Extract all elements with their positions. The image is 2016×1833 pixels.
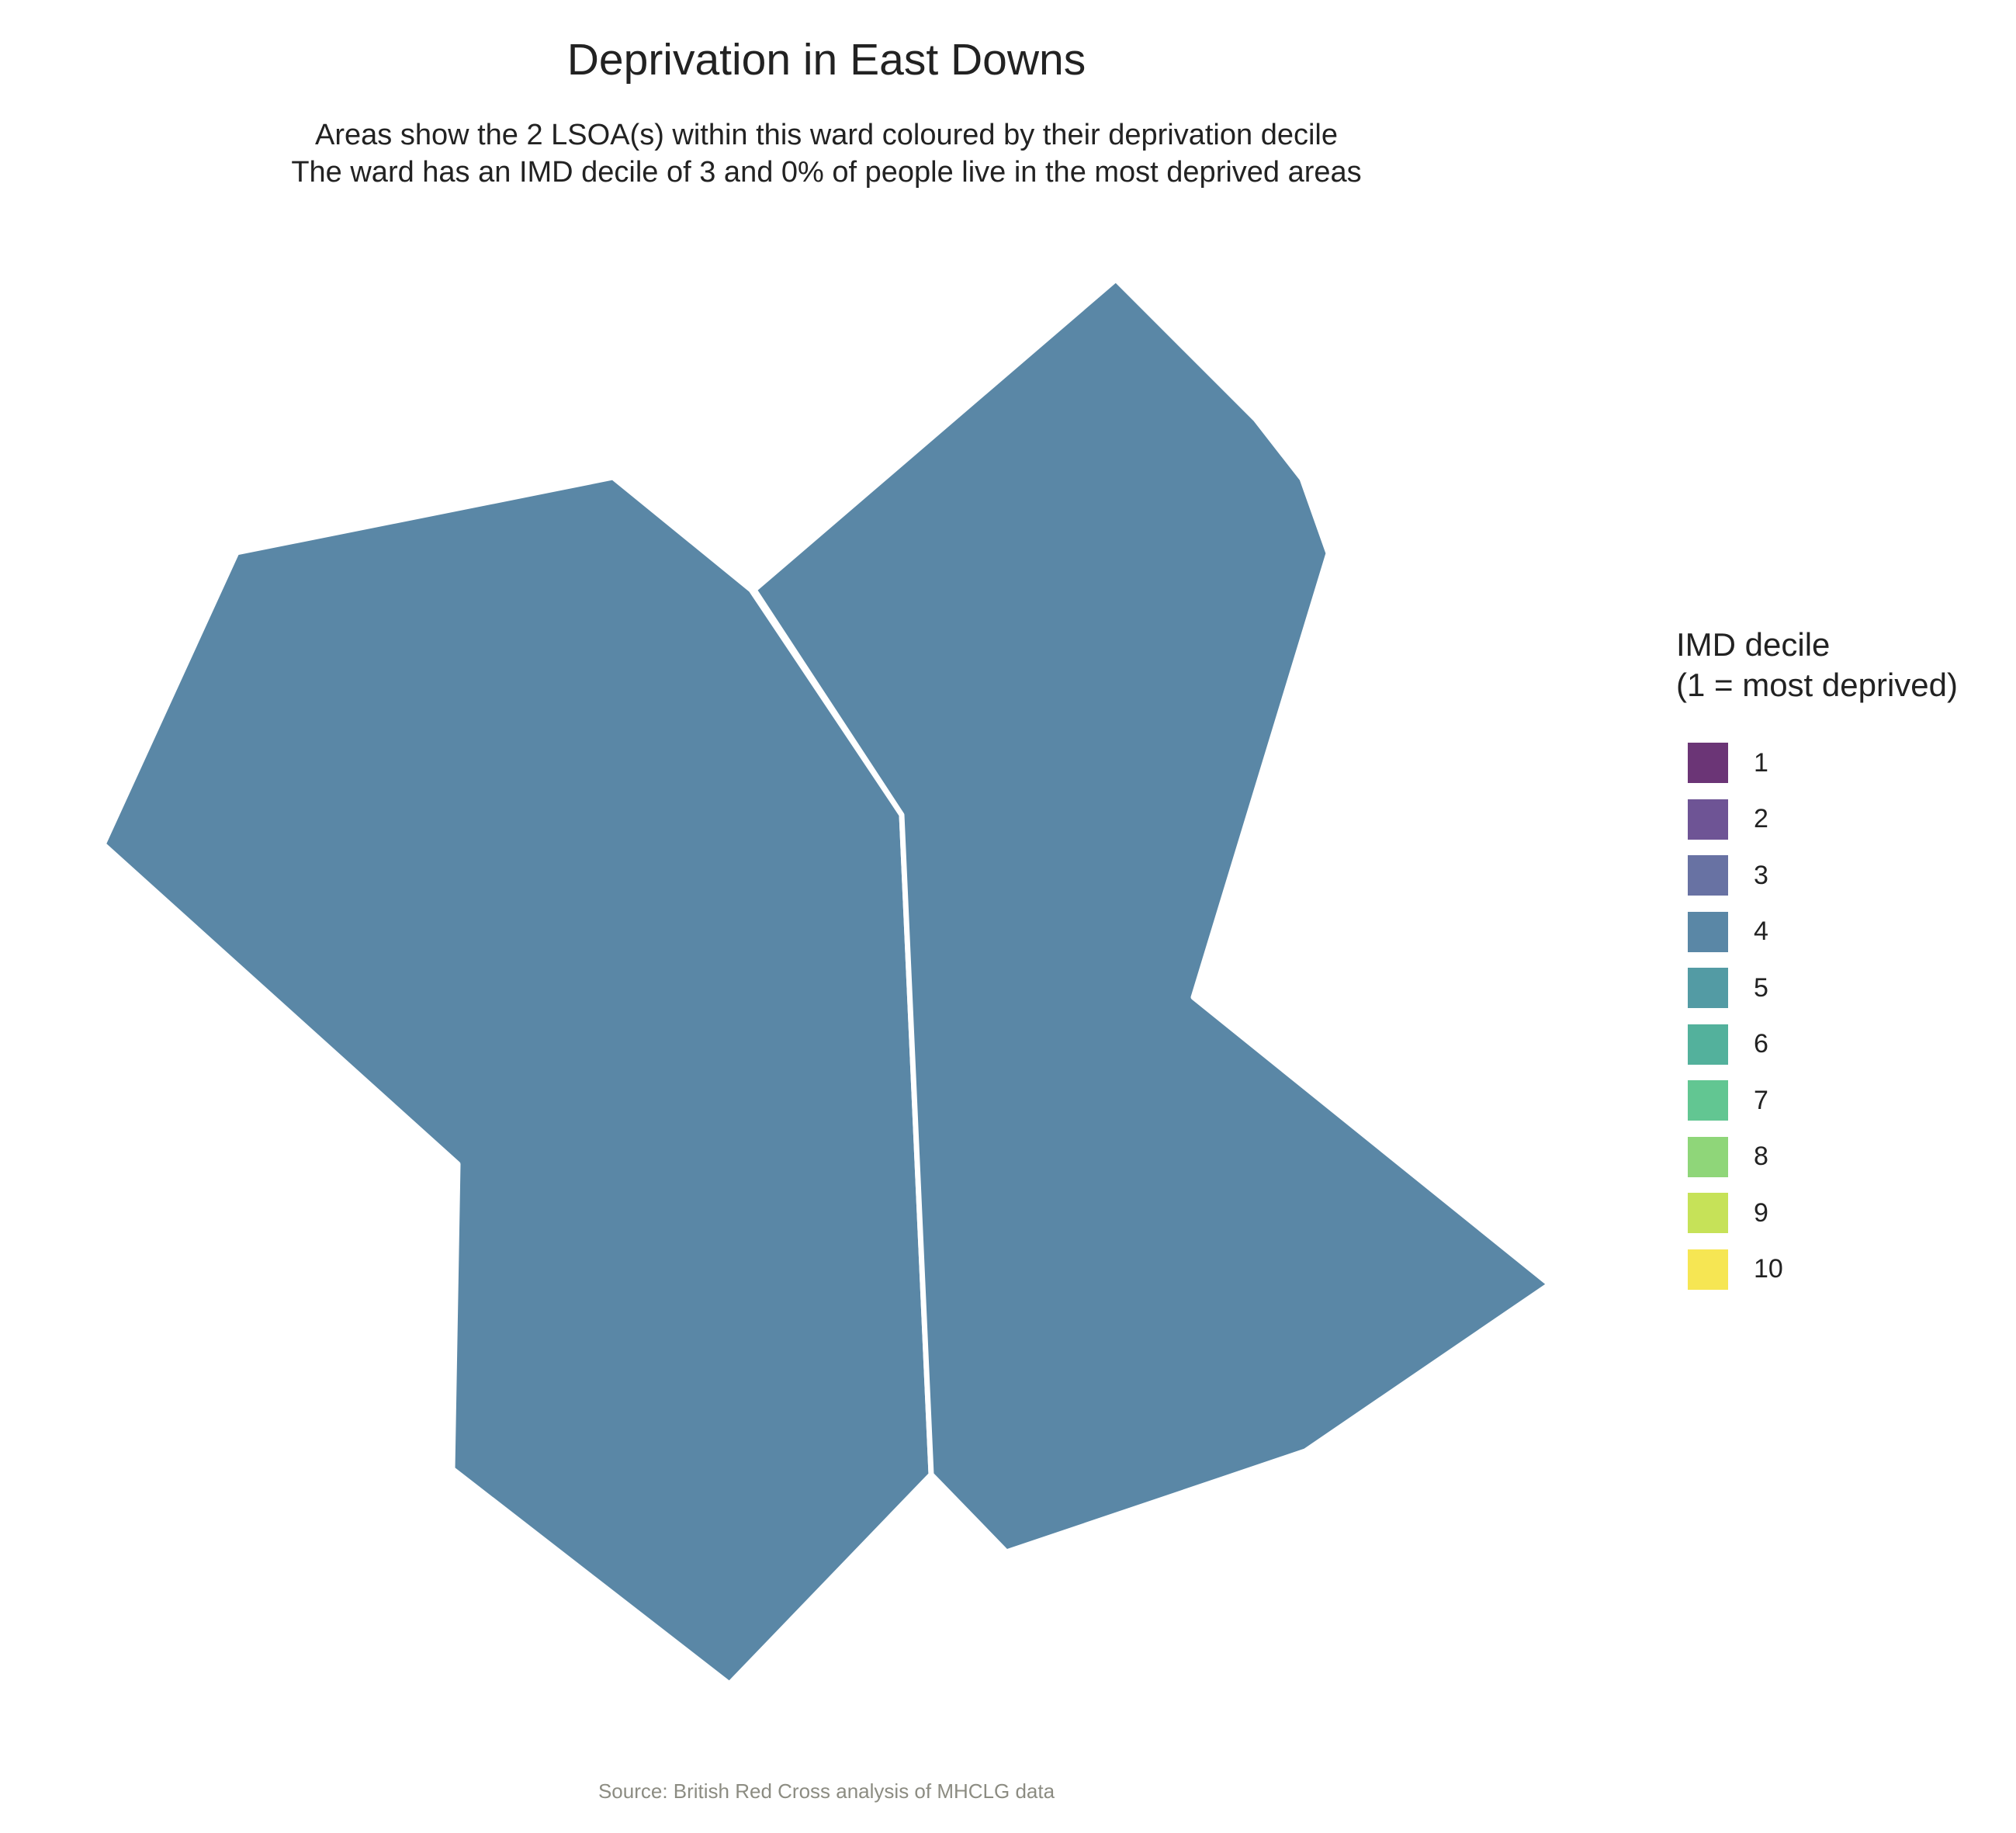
legend-items: 1 2 3 4 5 6 7 8 9 10 — [1676, 735, 2002, 1298]
legend-item-3: 3 — [1676, 847, 2002, 904]
legend-item-4: 4 — [1676, 904, 2002, 961]
legend: IMD decile (1 = most deprived) 1 2 3 4 5 6 7 8 9… — [1676, 625, 2002, 1298]
legend-label: 7 — [1754, 1085, 1768, 1115]
legend-label: 8 — [1754, 1142, 1768, 1172]
legend-swatch — [1688, 1080, 1728, 1121]
legend-swatch — [1688, 1136, 1728, 1177]
legend-title-line-2: (1 = most deprived) — [1676, 667, 1958, 703]
legend-swatch — [1688, 799, 1728, 840]
legend-label: 3 — [1754, 860, 1768, 890]
legend-swatch — [1688, 1249, 1728, 1290]
legend-label: 2 — [1754, 804, 1768, 834]
legend-label: 5 — [1754, 972, 1768, 1003]
map-title: Deprivation in East Downs — [566, 35, 1086, 85]
legend-item-10: 10 — [1676, 1242, 2002, 1298]
legend-item-8: 8 — [1676, 1129, 2002, 1186]
legend-swatch — [1688, 1193, 1728, 1234]
legend-swatch — [1688, 855, 1728, 896]
legend-label: 9 — [1754, 1197, 1768, 1228]
legend-item-2: 2 — [1676, 792, 2002, 848]
map-subtitle-line-1: Areas show the 2 LSOA(s) within this war… — [315, 119, 1338, 151]
legend-item-9: 9 — [1676, 1185, 2002, 1242]
legend-label: 10 — [1754, 1254, 1783, 1284]
legend-label: 6 — [1754, 1029, 1768, 1059]
legend-swatch — [1688, 1024, 1728, 1065]
legend-label: 4 — [1754, 916, 1768, 947]
legend-item-1: 1 — [1676, 735, 2002, 792]
legend-item-6: 6 — [1676, 1017, 2002, 1073]
legend-swatch — [1688, 968, 1728, 1009]
legend-title-line-1: IMD decile — [1676, 626, 1831, 663]
legend-label: 1 — [1754, 747, 1768, 778]
map-subtitle-line-2: The ward has an IMD decile of 3 and 0% o… — [291, 156, 1362, 189]
source-caption: Source: British Red Cross analysis of MH… — [598, 1779, 1055, 1803]
legend-swatch — [1688, 743, 1728, 784]
lsoa-area-east[interactable] — [751, 276, 1553, 1555]
legend-item-5: 5 — [1676, 960, 2002, 1017]
legend-swatch — [1688, 911, 1728, 952]
legend-item-7: 7 — [1676, 1072, 2002, 1129]
